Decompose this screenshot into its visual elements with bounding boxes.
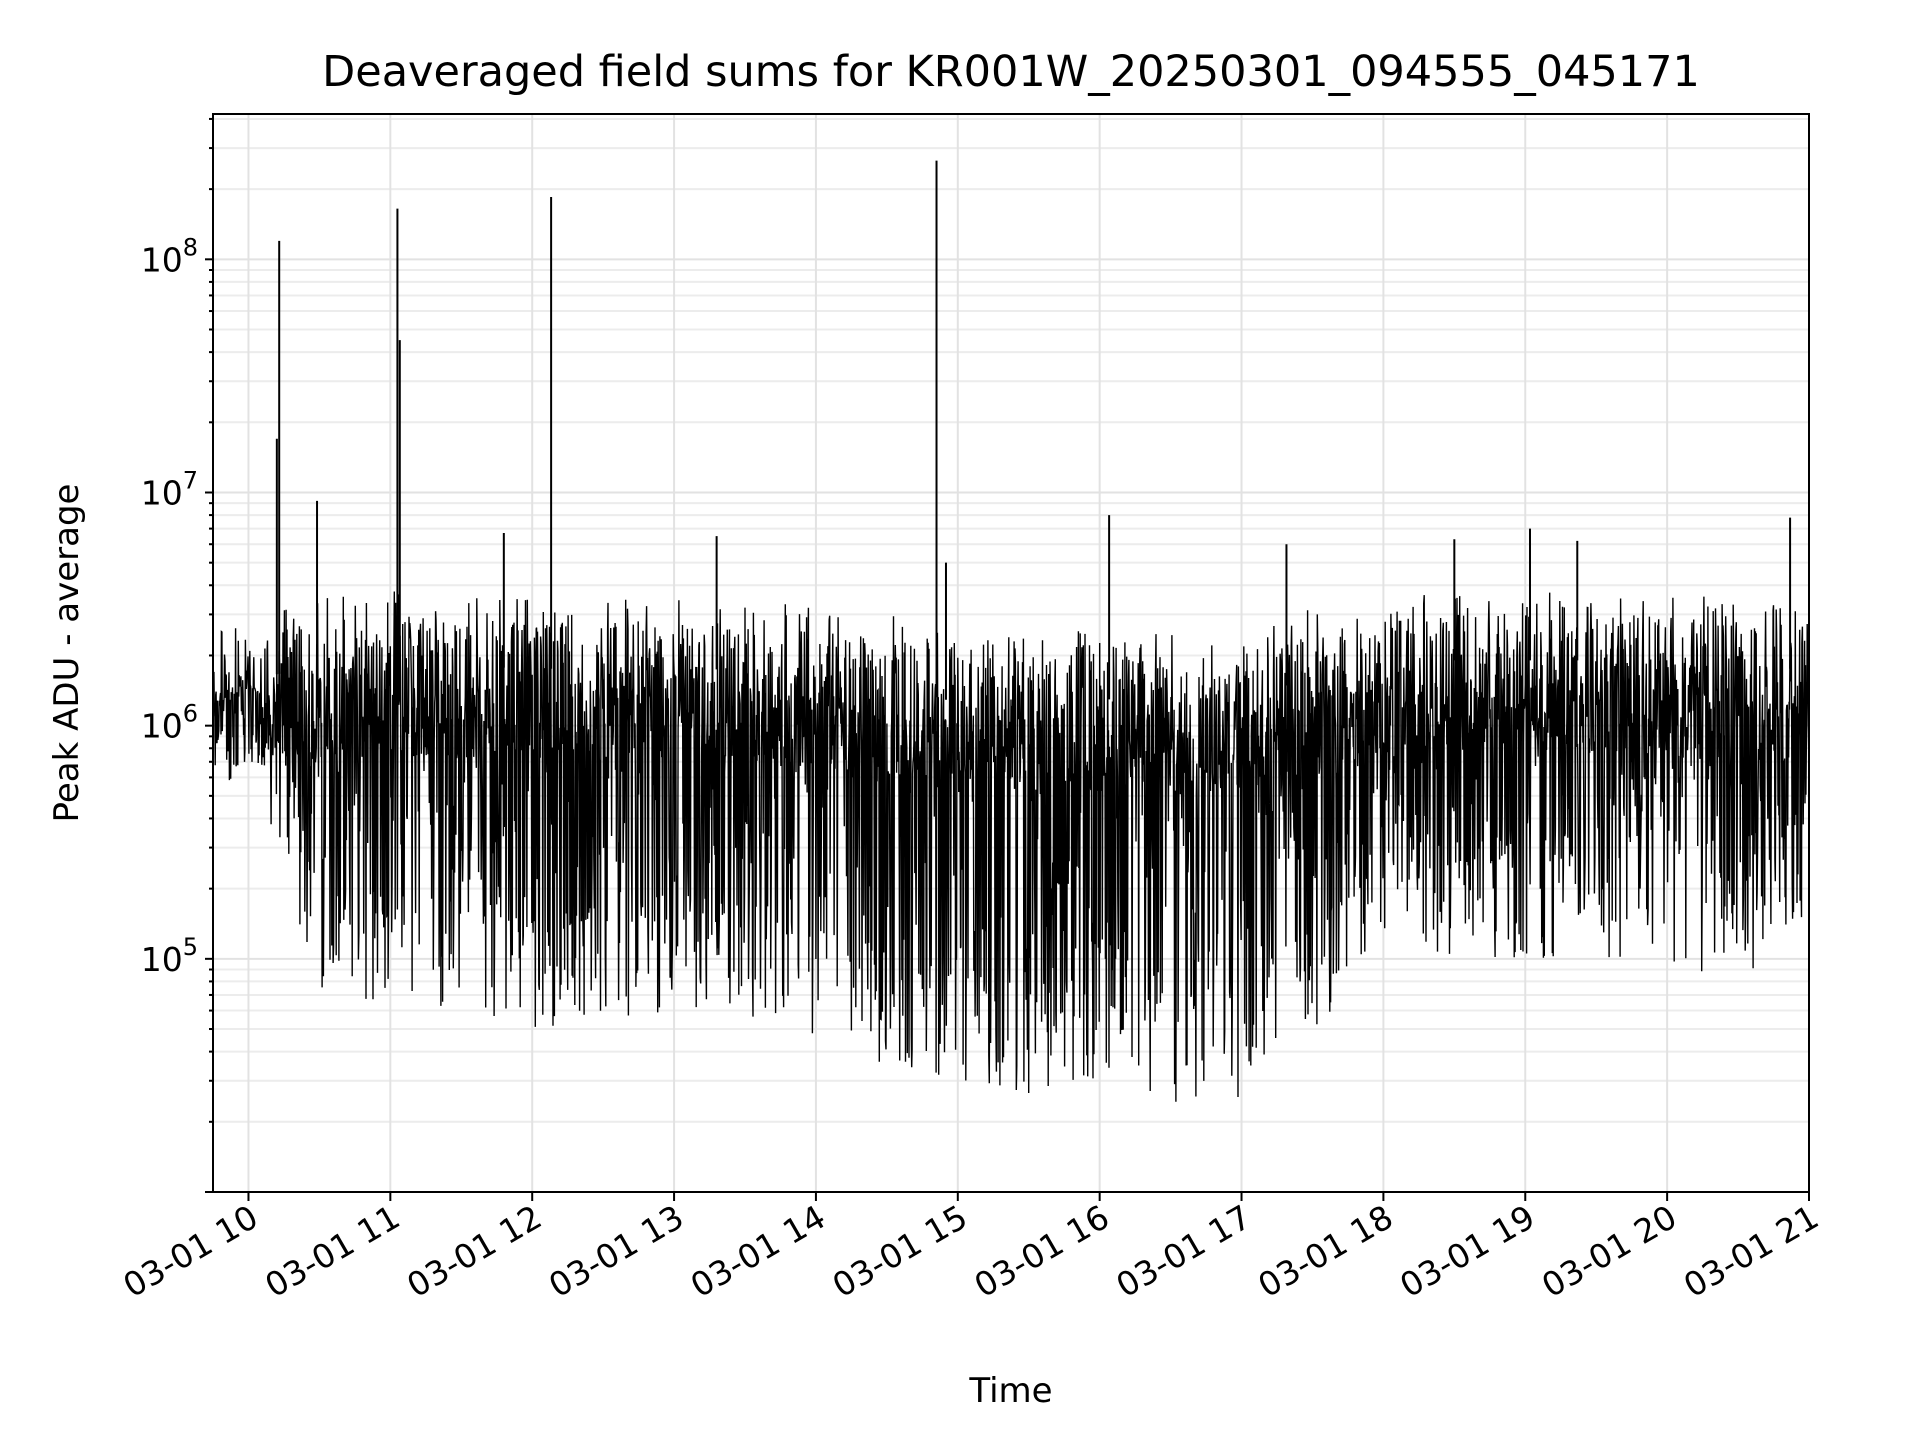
x-axis-label: Time — [968, 1371, 1052, 1411]
x-tick-label: 03-01 19 — [1393, 1197, 1541, 1305]
x-tick-label: 03-01 10 — [116, 1197, 264, 1305]
chart-title: Deaveraged field sums for KR001W_2025030… — [322, 47, 1700, 97]
x-tick-label: 03-01 16 — [968, 1197, 1116, 1305]
x-tick-label: 03-01 13 — [542, 1197, 690, 1305]
y-tick-label: 105 — [141, 933, 198, 979]
x-tick-label: 03-01 21 — [1677, 1197, 1825, 1305]
y-tick-label: 107 — [141, 466, 198, 512]
y-tick-label: 106 — [141, 700, 198, 746]
x-tick-label: 03-01 12 — [400, 1197, 548, 1305]
x-tick-label: 03-01 17 — [1110, 1197, 1258, 1305]
plot-frame — [212, 113, 1810, 1193]
series-line — [212, 591, 1810, 1102]
data-series — [212, 160, 1810, 1102]
x-tick-label: 03-01 18 — [1251, 1197, 1399, 1305]
x-tick-label: 03-01 15 — [826, 1197, 974, 1305]
x-tick-label: 03-01 11 — [258, 1197, 406, 1305]
x-tick-label: 03-01 20 — [1535, 1197, 1683, 1305]
y-tick-label: 108 — [141, 233, 198, 279]
y-axis-label: Peak ADU - average — [47, 484, 87, 823]
x-tick-label: 03-01 14 — [684, 1197, 832, 1305]
